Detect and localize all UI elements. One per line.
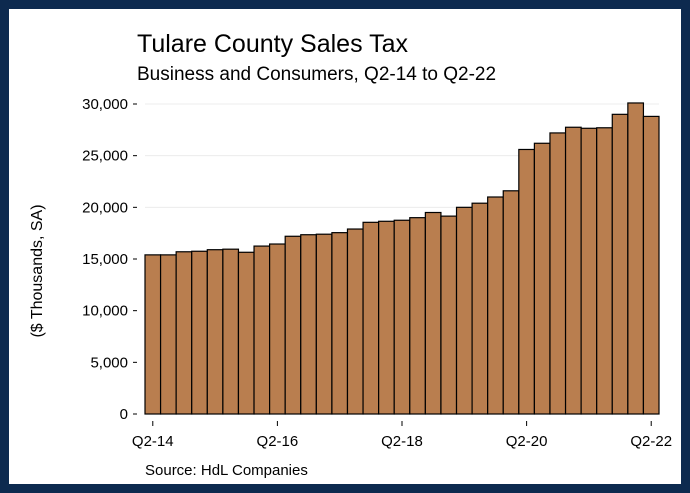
bar-Q1-16 [253, 245, 271, 415]
y-tick-label: 25,000 [82, 148, 128, 165]
bar-Q3-14 [159, 254, 177, 415]
bar-Q3-19 [471, 202, 489, 415]
bar-Q1-22 [627, 102, 645, 415]
bar-Q4-20 [549, 132, 567, 415]
bar-Q3-16 [284, 235, 302, 415]
source-note: Source: HdL Companies [145, 462, 308, 479]
x-tick-label: Q2-20 [506, 433, 548, 450]
bar-Q4-17 [362, 221, 380, 415]
y-axis-label: ($ Thousands, SA) [29, 204, 46, 337]
chart-panel: Tulare County Sales Tax Business and Con… [9, 9, 681, 484]
bar-Q4-19 [487, 196, 504, 415]
y-tick-label: 20,000 [82, 199, 128, 216]
bar-Q2-22 [642, 115, 660, 415]
chart-title: Tulare County Sales Tax [137, 30, 408, 58]
bar-Q2-17 [331, 232, 349, 415]
bar-chart: Tulare County Sales Tax Business and Con… [29, 30, 672, 479]
bar-Q2-14 [144, 254, 162, 415]
bar-Q4-15 [237, 251, 255, 415]
bars [144, 102, 660, 415]
bar-Q2-15 [206, 249, 224, 415]
bar-Q3-20 [533, 142, 551, 415]
x-tick-label: Q2-16 [257, 433, 299, 450]
bar-Q4-18 [424, 211, 442, 415]
bar-Q3-21 [596, 127, 613, 415]
bar-Q1-20 [502, 190, 520, 415]
bar-Q3-17 [346, 228, 364, 415]
bar-Q4-14 [175, 251, 193, 415]
bar-Q1-15 [191, 250, 208, 415]
bar-Q2-20 [518, 148, 536, 415]
bar-Q2-16 [269, 243, 286, 415]
bar-Q4-21 [611, 113, 629, 415]
bar-Q4-16 [300, 234, 317, 415]
x-axis: Q2-14 Q2-16 Q2-18 Q2-20 Q2-22 [132, 421, 672, 450]
y-tick-label: 30,000 [82, 96, 128, 113]
x-tick-label: Q2-22 [630, 433, 672, 450]
bar-Q1-17 [315, 233, 333, 415]
chart-subtitle: Business and Consumers, Q2-14 to Q2-22 [137, 64, 496, 85]
bar-Q3-15 [222, 248, 240, 415]
y-axis: 0 5,000 10,000 15,000 20,000 25,000 30,000 [82, 96, 137, 423]
bar-Q2-21 [580, 127, 598, 415]
x-tick-label: Q2-18 [381, 433, 423, 450]
bar-Q2-19 [455, 206, 473, 415]
bar-Q2-18 [393, 219, 411, 415]
bar-Q1-18 [378, 220, 395, 415]
bar-Q1-19 [440, 215, 458, 415]
y-tick-label: 5,000 [90, 354, 128, 371]
y-tick-label: 10,000 [82, 303, 128, 320]
bar-Q1-21 [564, 126, 582, 415]
bar-Q3-18 [409, 217, 426, 415]
y-tick-label: 15,000 [82, 251, 128, 268]
y-tick-label: 0 [120, 406, 128, 423]
x-tick-label: Q2-14 [132, 433, 174, 450]
